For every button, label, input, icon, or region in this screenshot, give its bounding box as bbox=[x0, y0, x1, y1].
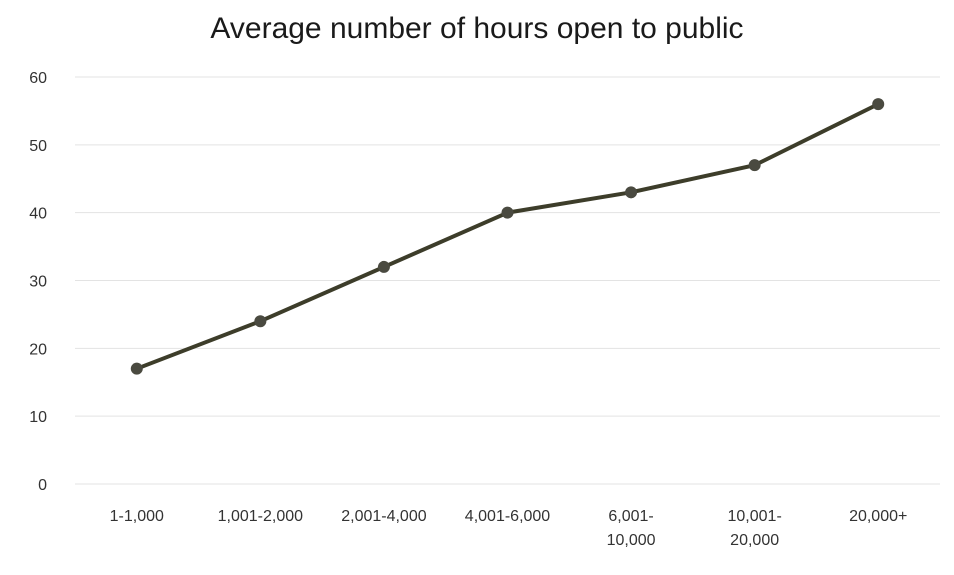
y-tick-label: 50 bbox=[29, 138, 47, 155]
y-tick-label: 40 bbox=[29, 206, 47, 223]
data-point bbox=[748, 159, 761, 172]
x-tick-label: 10,001-20,000 bbox=[728, 508, 782, 549]
data-point bbox=[254, 315, 267, 328]
y-tick-label: 10 bbox=[29, 409, 47, 426]
data-point bbox=[377, 260, 390, 273]
data-point bbox=[625, 186, 638, 199]
data-point bbox=[501, 206, 514, 219]
x-tick-label: 20,000+ bbox=[849, 508, 907, 525]
chart-title: Average number of hours open to public bbox=[210, 12, 744, 45]
x-tick-label: 4,001-6,000 bbox=[465, 508, 551, 525]
y-tick-label: 20 bbox=[29, 341, 47, 358]
x-tick-label: 6,001-10,000 bbox=[607, 508, 656, 549]
series-line bbox=[134, 102, 881, 371]
x-tick-label: 2,001-4,000 bbox=[341, 508, 427, 525]
y-tick-label: 60 bbox=[29, 70, 47, 87]
y-tick-label: 30 bbox=[29, 274, 47, 291]
data-point bbox=[872, 98, 885, 111]
x-tick-label: 1,001-2,000 bbox=[218, 508, 304, 525]
data-point bbox=[130, 362, 143, 375]
x-tick-label: 1-1,000 bbox=[110, 508, 164, 525]
y-tick-label: 0 bbox=[38, 477, 47, 494]
